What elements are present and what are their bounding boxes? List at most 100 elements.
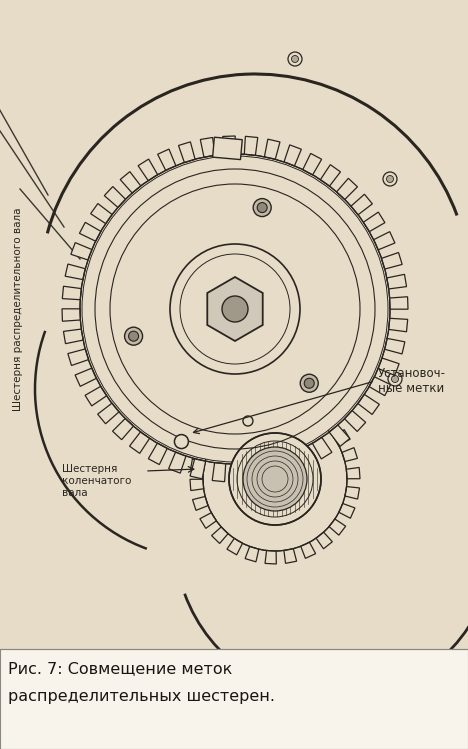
Circle shape <box>229 433 321 525</box>
Circle shape <box>388 372 402 386</box>
Polygon shape <box>200 512 216 528</box>
Circle shape <box>253 198 271 216</box>
Polygon shape <box>358 395 380 414</box>
Circle shape <box>392 375 398 383</box>
Polygon shape <box>85 386 107 406</box>
Polygon shape <box>112 419 133 440</box>
Circle shape <box>129 331 139 342</box>
Circle shape <box>152 655 159 663</box>
Polygon shape <box>227 539 242 555</box>
Bar <box>0 649 468 749</box>
Circle shape <box>203 407 347 551</box>
Bar <box>212 137 242 160</box>
Circle shape <box>318 672 332 686</box>
Polygon shape <box>91 204 112 224</box>
Polygon shape <box>190 458 205 479</box>
Text: Шестерня
коленчатого
вала: Шестерня коленчатого вала <box>62 464 132 497</box>
Polygon shape <box>291 396 305 412</box>
Polygon shape <box>329 519 346 535</box>
Polygon shape <box>373 231 395 250</box>
Polygon shape <box>284 145 301 166</box>
Polygon shape <box>255 461 270 481</box>
Polygon shape <box>378 358 399 375</box>
Polygon shape <box>322 414 338 431</box>
Polygon shape <box>244 136 258 155</box>
Circle shape <box>222 296 248 322</box>
Circle shape <box>257 202 267 213</box>
Polygon shape <box>68 349 88 366</box>
Polygon shape <box>75 369 96 386</box>
Polygon shape <box>212 527 228 544</box>
Polygon shape <box>200 138 215 157</box>
Polygon shape <box>205 423 221 439</box>
Polygon shape <box>388 318 408 332</box>
Polygon shape <box>104 187 125 207</box>
Polygon shape <box>364 212 385 231</box>
Polygon shape <box>390 297 408 309</box>
Polygon shape <box>62 309 80 321</box>
Text: Установоч-
ные метки: Установоч- ные метки <box>378 367 446 395</box>
Polygon shape <box>120 172 141 193</box>
Circle shape <box>288 52 302 66</box>
Circle shape <box>124 327 143 345</box>
Polygon shape <box>312 437 332 459</box>
Polygon shape <box>65 264 85 279</box>
Polygon shape <box>245 547 259 562</box>
Polygon shape <box>190 479 204 491</box>
Polygon shape <box>274 394 285 407</box>
Polygon shape <box>342 448 358 461</box>
Polygon shape <box>71 243 92 260</box>
Circle shape <box>170 244 300 374</box>
Polygon shape <box>264 139 280 160</box>
Polygon shape <box>345 487 359 499</box>
Circle shape <box>300 374 318 392</box>
Polygon shape <box>301 542 315 558</box>
Polygon shape <box>303 154 322 175</box>
Circle shape <box>175 434 189 449</box>
Circle shape <box>387 175 394 183</box>
Circle shape <box>82 156 388 462</box>
Text: распределительных шестерен.: распределительных шестерен. <box>8 689 275 704</box>
Polygon shape <box>98 403 119 424</box>
Polygon shape <box>369 377 391 395</box>
Polygon shape <box>387 274 407 289</box>
Polygon shape <box>346 467 360 479</box>
Polygon shape <box>344 410 366 431</box>
Polygon shape <box>381 252 402 269</box>
Polygon shape <box>218 409 234 426</box>
Polygon shape <box>385 339 405 354</box>
Polygon shape <box>80 222 101 241</box>
Circle shape <box>322 676 329 682</box>
Polygon shape <box>265 551 276 564</box>
Polygon shape <box>138 159 158 181</box>
Polygon shape <box>284 548 297 563</box>
Polygon shape <box>307 403 323 419</box>
Circle shape <box>243 447 307 511</box>
Circle shape <box>383 172 397 186</box>
Polygon shape <box>168 452 186 473</box>
Circle shape <box>304 378 314 388</box>
Polygon shape <box>334 430 350 446</box>
Polygon shape <box>190 459 205 471</box>
Polygon shape <box>294 448 312 469</box>
Polygon shape <box>148 443 167 464</box>
Polygon shape <box>64 329 83 344</box>
Polygon shape <box>223 136 235 154</box>
Circle shape <box>148 652 162 666</box>
Polygon shape <box>321 165 340 187</box>
Polygon shape <box>336 178 358 199</box>
Circle shape <box>292 55 299 62</box>
Polygon shape <box>158 149 176 170</box>
Polygon shape <box>178 142 195 163</box>
Polygon shape <box>329 425 350 446</box>
Polygon shape <box>339 503 355 518</box>
Polygon shape <box>195 440 211 455</box>
Polygon shape <box>130 432 150 453</box>
Polygon shape <box>192 497 208 510</box>
Polygon shape <box>275 455 292 476</box>
Polygon shape <box>351 194 373 215</box>
Polygon shape <box>207 277 263 341</box>
Polygon shape <box>212 463 226 482</box>
Polygon shape <box>62 286 81 300</box>
Circle shape <box>80 154 390 464</box>
